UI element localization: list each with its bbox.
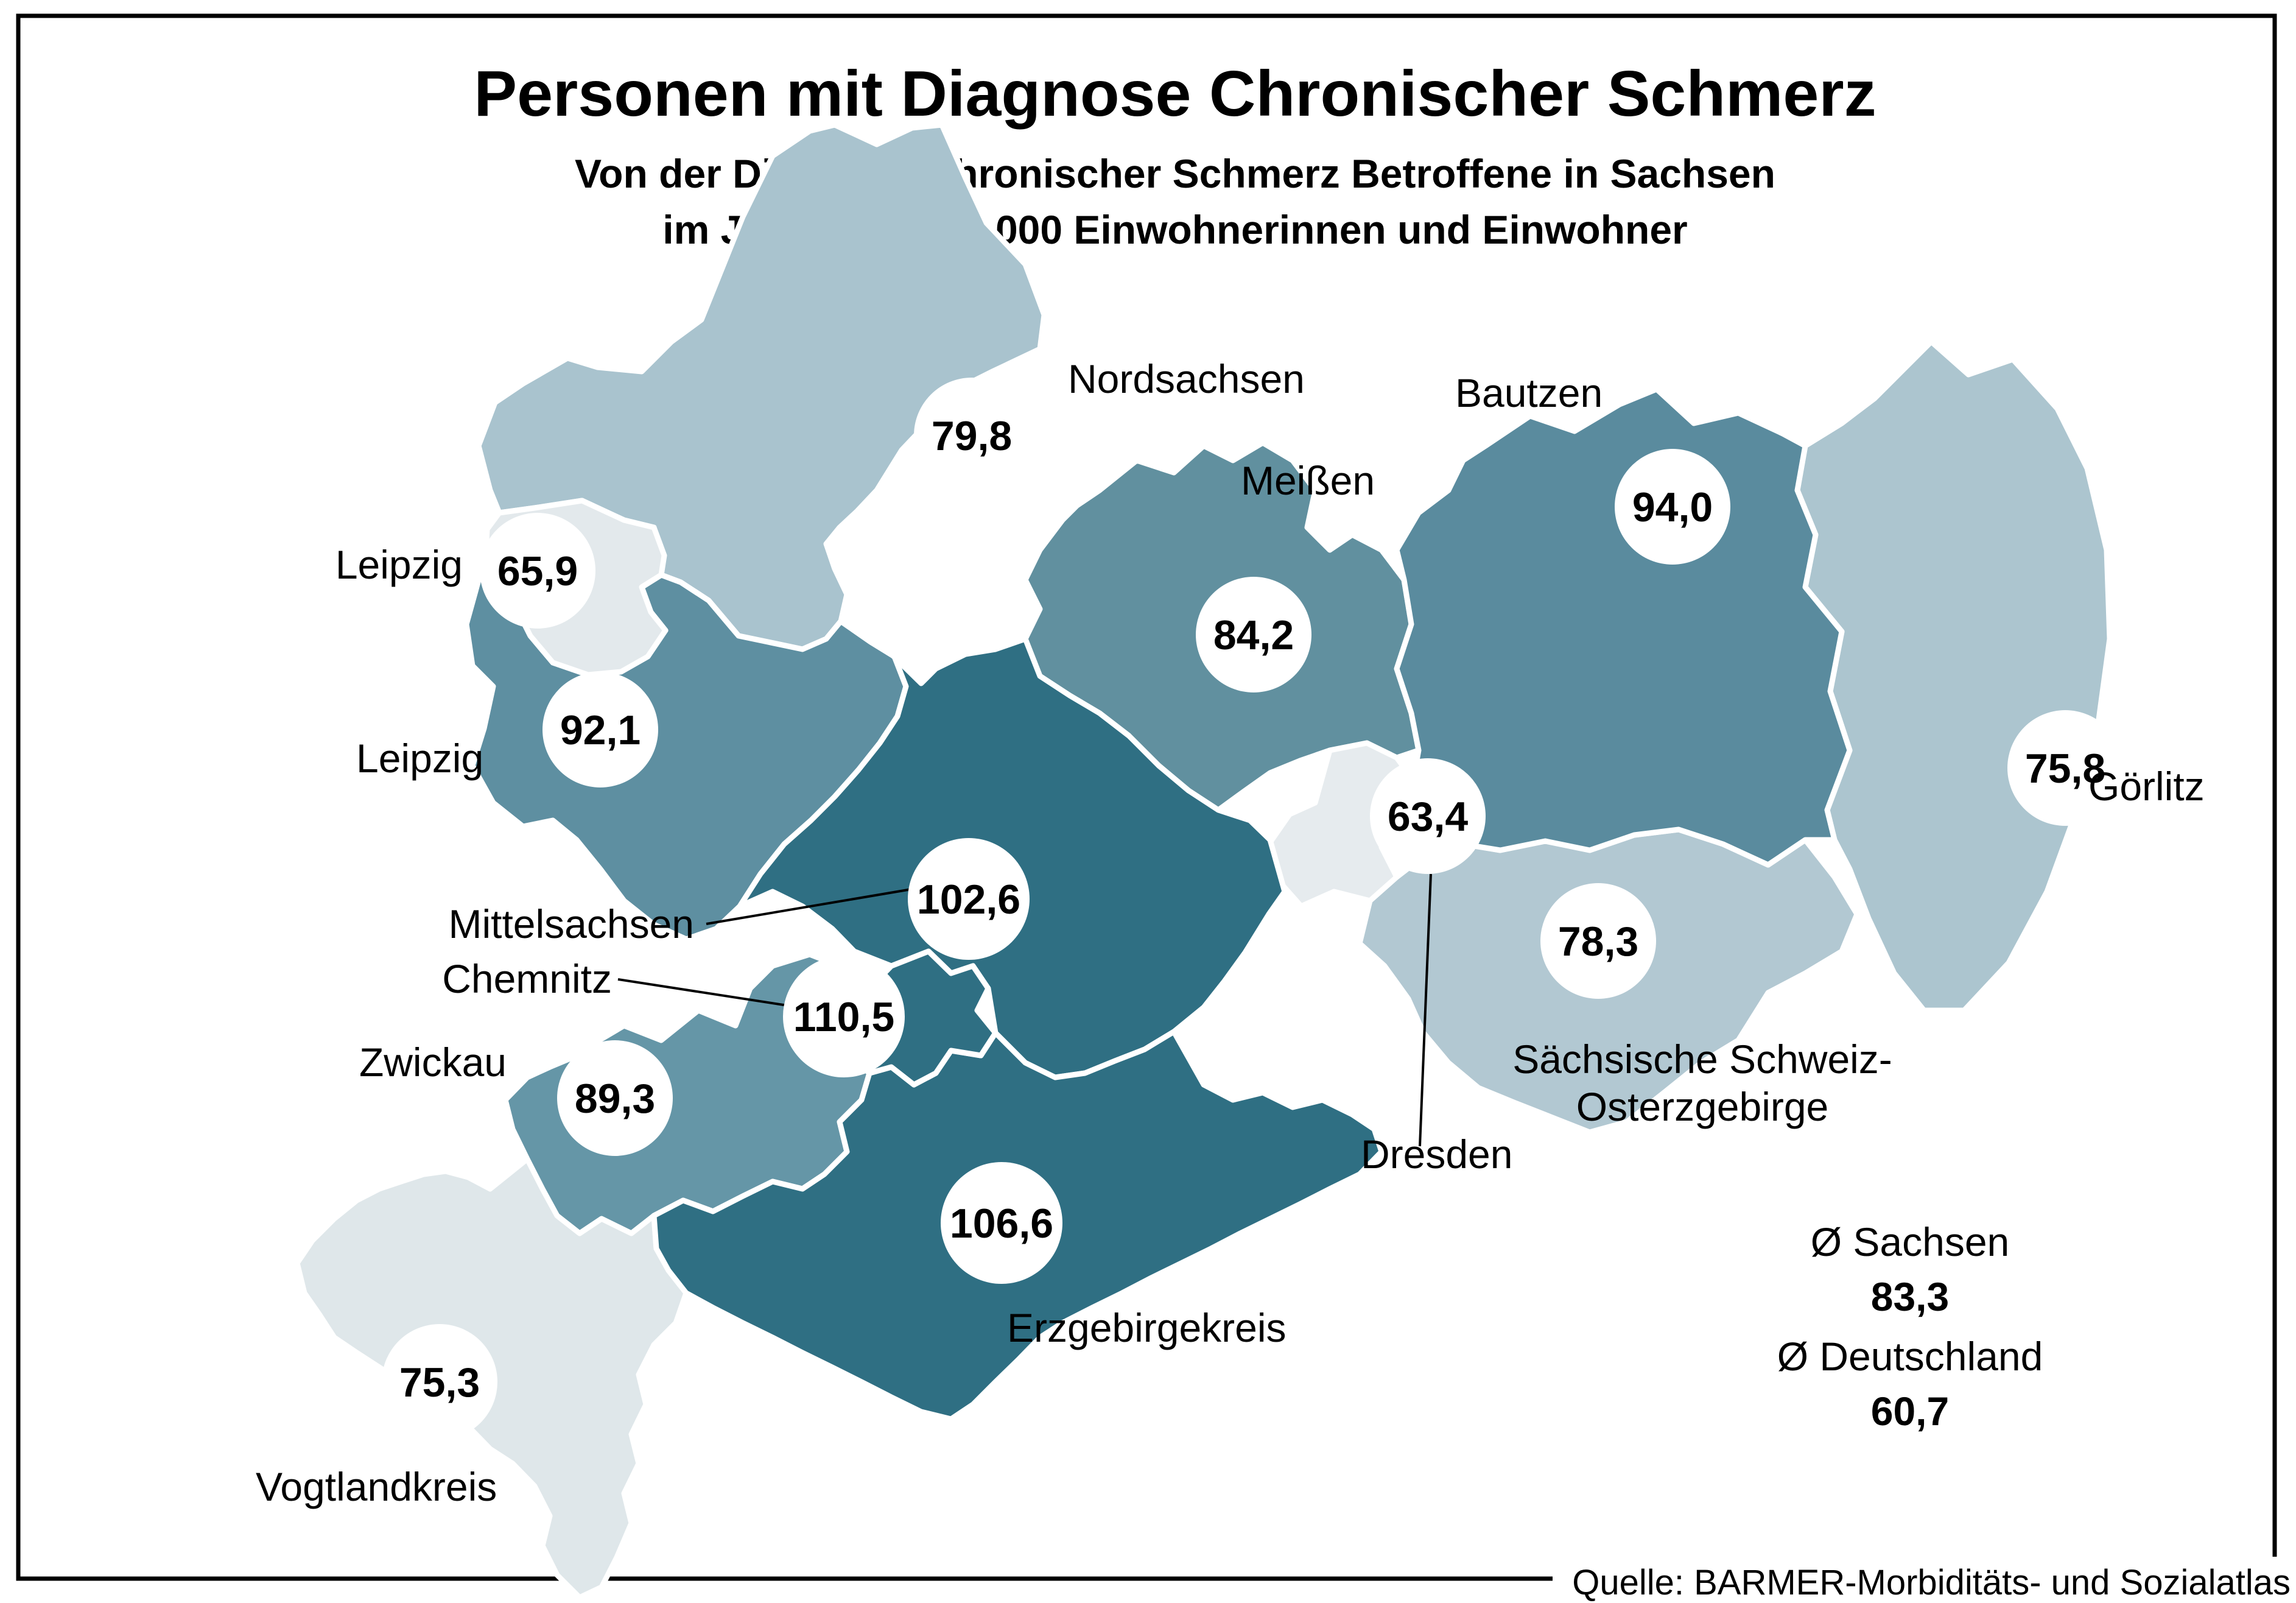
- bubble-meissen: 84,2: [1196, 577, 1311, 692]
- label-chemnitz: Chemnitz: [442, 956, 612, 1001]
- label-goerlitz: Görlitz: [2088, 764, 2205, 809]
- bubble-circle: [557, 1040, 673, 1156]
- bubble-nordsachsen: 79,8: [914, 378, 1030, 493]
- bubble-circle: [783, 956, 905, 1077]
- label-dresden: Dresden: [1361, 1132, 1512, 1177]
- bubble-circle: [1370, 758, 1486, 874]
- label-erzgebirgekreis: Erzgebirgekreis: [1007, 1305, 1287, 1350]
- bubble-zwickau: 89,3: [557, 1040, 673, 1156]
- leader-line-chemnitz: [617, 978, 792, 1007]
- label-mittelsachsen: Mittelsachsen: [448, 901, 694, 946]
- leader-line-dresden: [1419, 873, 1432, 1147]
- label-zwickau: Zwickau: [359, 1040, 507, 1085]
- source-text: Quelle: BARMER-Morbiditäts- und Sozialat…: [1572, 1563, 2291, 1602]
- bubble-circle: [542, 672, 658, 787]
- bubble-goerlitz: 75,8: [2007, 710, 2123, 826]
- bubble-dresden: 63,4: [1370, 758, 1486, 874]
- bubble-circle: [480, 513, 595, 629]
- label-meissen: Meißen: [1241, 458, 1375, 503]
- bubble-value: 92,1: [560, 707, 641, 753]
- bubble-mittelsachsen: 102,6: [908, 838, 1030, 960]
- avg-deutschland-label: Ø Deutschland: [1777, 1334, 2043, 1379]
- bubble-circle: [2007, 710, 2123, 826]
- region-bautzen: [1394, 386, 1853, 868]
- bubble-value: 65,9: [497, 548, 578, 594]
- bubble-value: 89,3: [575, 1076, 655, 1122]
- bubble-value: 94,0: [1632, 484, 1713, 530]
- bubble-value: 75,8: [2025, 745, 2105, 792]
- avg-sachsen-label: Ø Sachsen: [1811, 1219, 2010, 1264]
- label-bautzen: Bautzen: [1455, 370, 1603, 415]
- bubble-value: 78,3: [1558, 918, 1638, 965]
- bubble-value: 84,2: [1213, 612, 1294, 658]
- label-saechsische-schweiz-line1: Sächsische Schweiz-: [1512, 1037, 1892, 1082]
- bubble-leipzig-stadt: 65,9: [480, 513, 595, 629]
- bubble-value: 63,4: [1388, 794, 1469, 840]
- bubble-circle: [1196, 577, 1311, 692]
- bubble-circle: [908, 838, 1030, 960]
- averages-block: Ø Sachsen 83,3 Ø Deutschland 60,7: [1777, 1219, 2043, 1434]
- bubble-bautzen: 94,0: [1615, 449, 1730, 565]
- bubble-value: 102,6: [917, 876, 1020, 923]
- label-vogtlandkreis: Vogtlandkreis: [256, 1464, 497, 1509]
- map-frame: [16, 13, 2277, 1581]
- bubble-value: 75,3: [399, 1359, 480, 1406]
- avg-sachsen-value: 83,3: [1871, 1274, 1949, 1319]
- label-nordsachsen: Nordsachsen: [1068, 356, 1305, 401]
- bubble-leipzig-landkreis: 92,1: [542, 672, 658, 787]
- bubble-value: 79,8: [932, 413, 1012, 459]
- bubble-value: 106,6: [950, 1200, 1053, 1247]
- label-saechsische-schweiz-line2: Osterzgebirge: [1576, 1084, 1829, 1129]
- bubble-circle: [382, 1324, 497, 1440]
- bubble-erzgebirgekreis: 106,6: [941, 1162, 1062, 1284]
- bubble-circle: [941, 1162, 1062, 1284]
- leader-line-mittelsachsen: [706, 888, 912, 925]
- avg-deutschland-value: 60,7: [1871, 1389, 1949, 1434]
- bubble-circle: [914, 378, 1030, 493]
- bubble-saechsische-schweiz-osterzgebirge: 78,3: [1540, 883, 1656, 999]
- source-background: [1553, 1557, 2296, 1603]
- bubble-circle: [1540, 883, 1656, 999]
- label-leipzig-landkreis: Leipzig: [356, 736, 483, 781]
- bubble-chemnitz: 110,5: [783, 956, 905, 1077]
- bubble-vogtlandkreis: 75,3: [382, 1324, 497, 1440]
- bubble-circle: [1615, 449, 1730, 565]
- label-leipzig-stadt: Leipzig: [335, 542, 463, 587]
- page-title: Personen mit Diagnose Chronischer Schmer…: [474, 58, 1876, 130]
- bubble-value: 110,5: [793, 994, 894, 1040]
